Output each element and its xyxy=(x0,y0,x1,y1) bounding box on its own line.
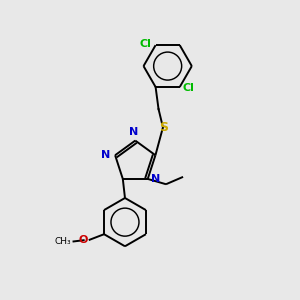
Text: CH₃: CH₃ xyxy=(55,237,71,246)
Text: O: O xyxy=(78,235,88,245)
Text: N: N xyxy=(151,174,160,184)
Text: S: S xyxy=(159,121,168,134)
Text: N: N xyxy=(101,150,111,160)
Text: Cl: Cl xyxy=(183,83,195,94)
Text: Cl: Cl xyxy=(139,39,151,49)
Text: N: N xyxy=(129,127,138,137)
